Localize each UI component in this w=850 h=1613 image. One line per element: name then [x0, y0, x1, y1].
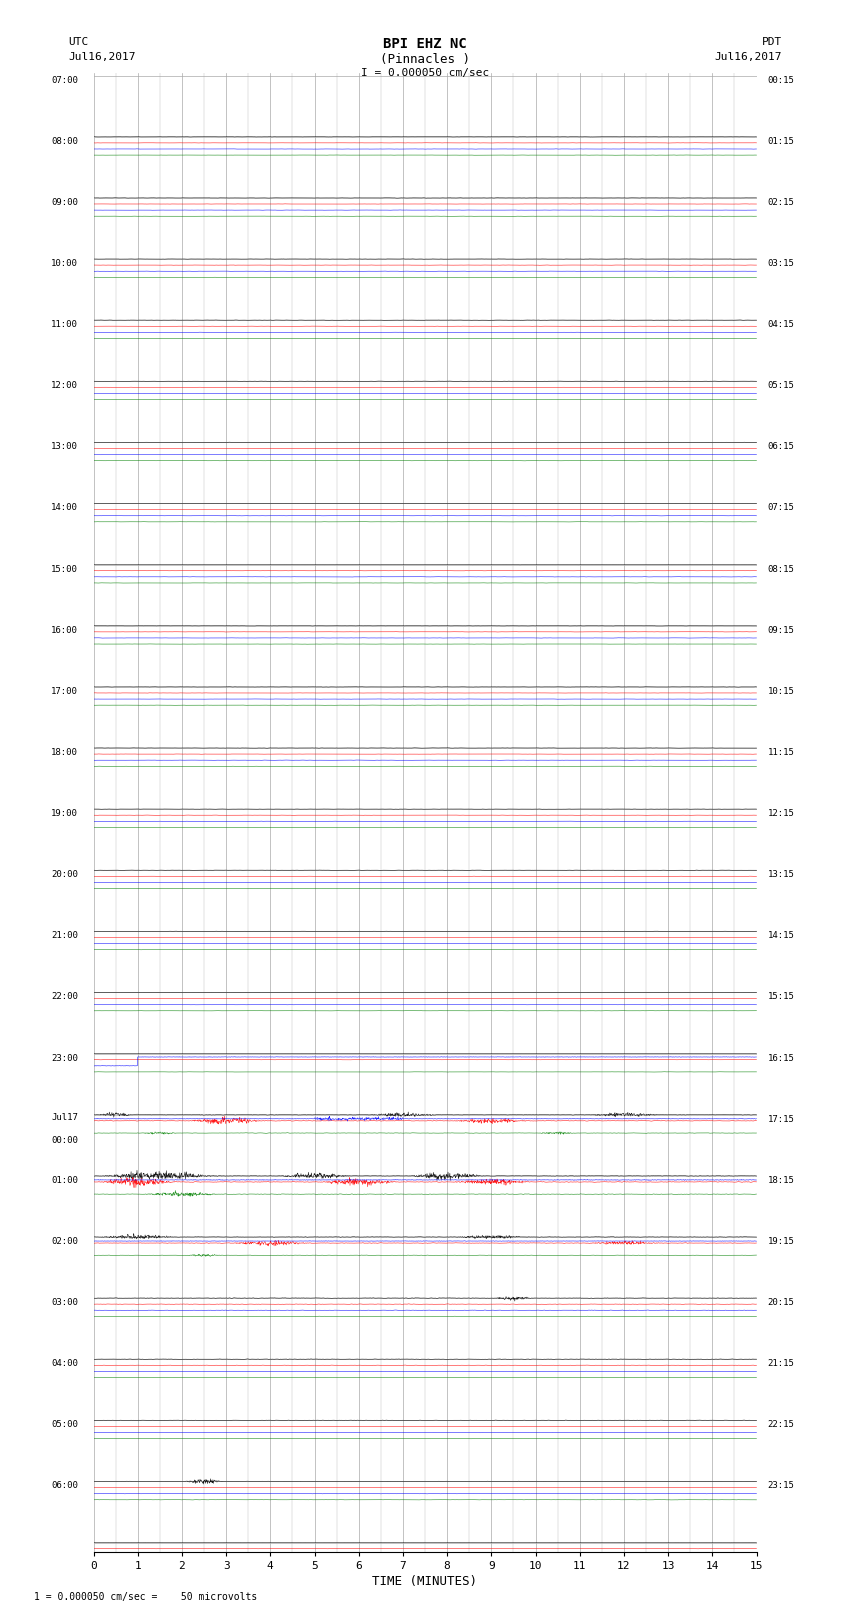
Text: 03:15: 03:15 — [768, 260, 795, 268]
Text: 10:00: 10:00 — [51, 260, 78, 268]
Text: 20:00: 20:00 — [51, 869, 78, 879]
Text: 00:00: 00:00 — [51, 1136, 78, 1145]
Text: 22:15: 22:15 — [768, 1421, 795, 1429]
X-axis label: TIME (MINUTES): TIME (MINUTES) — [372, 1574, 478, 1587]
Text: 08:00: 08:00 — [51, 137, 78, 145]
Text: 10:15: 10:15 — [768, 687, 795, 695]
Text: 06:00: 06:00 — [51, 1481, 78, 1490]
Text: 18:15: 18:15 — [768, 1176, 795, 1186]
Text: 16:00: 16:00 — [51, 626, 78, 636]
Text: Jul16,2017: Jul16,2017 — [715, 52, 782, 61]
Text: I = 0.000050 cm/sec: I = 0.000050 cm/sec — [361, 68, 489, 77]
Text: 03:00: 03:00 — [51, 1298, 78, 1307]
Text: 19:15: 19:15 — [768, 1237, 795, 1245]
Text: 16:15: 16:15 — [768, 1053, 795, 1063]
Text: PDT: PDT — [762, 37, 782, 47]
Text: 1 = 0.000050 cm/sec =    50 microvolts: 1 = 0.000050 cm/sec = 50 microvolts — [34, 1592, 258, 1602]
Text: BPI EHZ NC: BPI EHZ NC — [383, 37, 467, 52]
Text: 13:15: 13:15 — [768, 869, 795, 879]
Text: 20:15: 20:15 — [768, 1298, 795, 1307]
Text: 15:00: 15:00 — [51, 565, 78, 574]
Text: 19:00: 19:00 — [51, 810, 78, 818]
Text: 18:00: 18:00 — [51, 748, 78, 756]
Text: 23:00: 23:00 — [51, 1053, 78, 1063]
Text: 14:00: 14:00 — [51, 503, 78, 513]
Text: 12:00: 12:00 — [51, 381, 78, 390]
Text: Jul17: Jul17 — [51, 1113, 78, 1123]
Text: 01:00: 01:00 — [51, 1176, 78, 1186]
Text: 08:15: 08:15 — [768, 565, 795, 574]
Text: 04:00: 04:00 — [51, 1360, 78, 1368]
Text: 23:15: 23:15 — [768, 1481, 795, 1490]
Text: 00:15: 00:15 — [768, 76, 795, 84]
Text: 22:00: 22:00 — [51, 992, 78, 1002]
Text: 17:00: 17:00 — [51, 687, 78, 695]
Text: 17:15: 17:15 — [768, 1115, 795, 1124]
Text: 21:00: 21:00 — [51, 931, 78, 940]
Text: (Pinnacles ): (Pinnacles ) — [380, 53, 470, 66]
Text: 11:00: 11:00 — [51, 319, 78, 329]
Text: 04:15: 04:15 — [768, 319, 795, 329]
Text: 14:15: 14:15 — [768, 931, 795, 940]
Text: 13:00: 13:00 — [51, 442, 78, 452]
Text: 09:00: 09:00 — [51, 198, 78, 206]
Text: 21:15: 21:15 — [768, 1360, 795, 1368]
Text: 11:15: 11:15 — [768, 748, 795, 756]
Text: 07:15: 07:15 — [768, 503, 795, 513]
Text: 09:15: 09:15 — [768, 626, 795, 636]
Text: 01:15: 01:15 — [768, 137, 795, 145]
Text: UTC: UTC — [68, 37, 88, 47]
Text: 05:00: 05:00 — [51, 1421, 78, 1429]
Text: 02:15: 02:15 — [768, 198, 795, 206]
Text: 02:00: 02:00 — [51, 1237, 78, 1245]
Text: 12:15: 12:15 — [768, 810, 795, 818]
Text: 05:15: 05:15 — [768, 381, 795, 390]
Text: 15:15: 15:15 — [768, 992, 795, 1002]
Text: 07:00: 07:00 — [51, 76, 78, 84]
Text: Jul16,2017: Jul16,2017 — [68, 52, 135, 61]
Text: 06:15: 06:15 — [768, 442, 795, 452]
